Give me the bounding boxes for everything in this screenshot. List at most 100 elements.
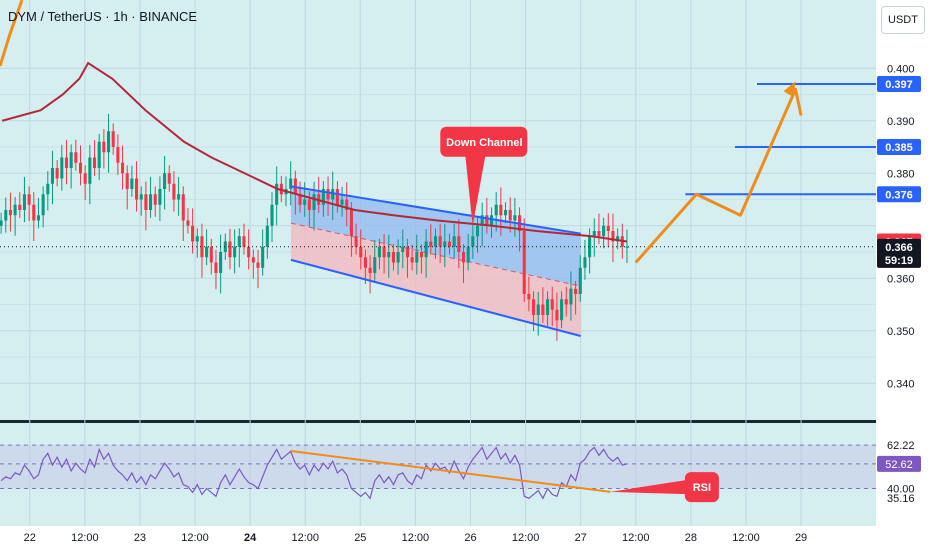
candle-body-59 — [275, 183, 279, 205]
candle-body-31 — [144, 194, 148, 210]
time-tick-label-10: 27 — [575, 532, 587, 544]
candle-body-98 — [457, 236, 461, 252]
candle-body-40 — [186, 220, 190, 226]
symbol-title[interactable]: DYM / TetherUS · 1h · BINANCE — [8, 9, 198, 24]
candle-body-62 — [289, 178, 293, 189]
price-label-11: 0.340 — [887, 378, 915, 390]
candle-body-86 — [401, 246, 405, 252]
candle-body-11 — [50, 168, 55, 184]
time-tick-label-2: 23 — [134, 532, 146, 544]
candle-body-29 — [135, 178, 139, 200]
candle-body-33 — [153, 194, 157, 205]
rsi-callout-label: RSI — [693, 482, 711, 494]
candle-body-35 — [163, 173, 167, 189]
candle-body-109 — [508, 210, 512, 221]
candle-body-124 — [578, 267, 582, 294]
time-tick-label-5: 12:00 — [291, 532, 319, 544]
candle-body-53 — [247, 246, 251, 258]
candle-body-3 — [13, 204, 17, 216]
candle-body-19 — [88, 157, 92, 184]
projection-arrowhead — [783, 81, 796, 98]
candle-body-115 — [536, 304, 540, 315]
candle-body-45 — [209, 246, 213, 263]
channel-lower-fill — [290, 223, 581, 336]
candle-body-130 — [606, 225, 610, 231]
price-label-0: 0.400 — [887, 63, 915, 75]
candle-body-15 — [69, 152, 73, 168]
candle-body-123 — [574, 288, 578, 294]
candle-body-104 — [485, 215, 489, 226]
candle-body-75 — [349, 210, 353, 237]
currency-button[interactable]: USDT — [881, 6, 925, 34]
candle-body-38 — [177, 194, 181, 200]
candle-body-23 — [106, 131, 111, 153]
candle-body-120 — [560, 299, 564, 321]
projection-fragment-top-left — [0, 0, 24, 67]
candle-body-39 — [181, 194, 185, 221]
rsi-callout — [684, 472, 719, 503]
candle-body-44 — [205, 246, 209, 258]
price-label-5: 0.376 — [885, 189, 913, 201]
projection-path — [634, 87, 803, 264]
time-tick-label-4: 24 — [244, 532, 257, 544]
candle-body-118 — [550, 299, 554, 310]
rsi-tick-label-0: 62.22 — [887, 440, 915, 452]
price-label-badge-8 — [877, 251, 921, 268]
candle-body-126 — [588, 236, 592, 258]
candle-body-30 — [139, 194, 143, 200]
candle-body-93 — [433, 236, 438, 247]
candle-body-71 — [331, 189, 335, 200]
candle-body-27 — [125, 173, 129, 189]
candle-body-122 — [569, 288, 573, 305]
candle-body-127 — [592, 231, 596, 237]
candle-body-112 — [522, 231, 526, 294]
price-label-badge-7 — [877, 238, 921, 255]
candle-body-10 — [46, 183, 50, 195]
candle-body-12 — [55, 168, 59, 179]
candle-body-113 — [527, 294, 531, 300]
price-label-7: 0.366 — [885, 242, 913, 254]
candle-body-107 — [499, 204, 503, 216]
price-label-4: 0.380 — [887, 168, 915, 180]
rsi-line — [0, 446, 628, 500]
candle-body-56 — [261, 246, 265, 268]
candle-body-117 — [546, 299, 550, 315]
candle-body-103 — [480, 215, 484, 226]
time-tick-label-6: 25 — [354, 532, 366, 544]
candle-body-26 — [121, 162, 125, 174]
candle-body-1 — [4, 210, 8, 221]
pane-separator — [0, 420, 932, 423]
candle-body-85 — [396, 252, 400, 263]
candle-body-79 — [368, 267, 372, 273]
price-label-badge-5 — [877, 186, 921, 203]
candle-body-4 — [18, 204, 22, 210]
candle-body-125 — [583, 257, 587, 268]
candle-body-69 — [321, 189, 325, 205]
candle-body-57 — [265, 225, 269, 247]
channel-lower-line — [290, 258, 581, 337]
candle-body-47 — [219, 252, 223, 273]
candle-body-81 — [377, 246, 381, 258]
candle-body-102 — [475, 225, 480, 237]
candle-body-32 — [149, 194, 153, 210]
price-label-badge-3 — [877, 139, 921, 155]
candle-body-22 — [102, 141, 106, 153]
candle-body-129 — [602, 225, 606, 237]
candle-body-73 — [340, 199, 344, 205]
candle-body-21 — [97, 141, 101, 168]
time-tick-label-7: 12:00 — [402, 532, 430, 544]
time-tick-label-8: 26 — [464, 532, 476, 544]
candle-body-46 — [214, 262, 218, 273]
candle-body-13 — [60, 157, 64, 179]
candle-body-43 — [200, 236, 204, 258]
candle-body-91 — [424, 241, 428, 258]
time-tick-label-3: 12:00 — [181, 532, 209, 544]
candle-body-37 — [172, 183, 176, 200]
candle-body-8 — [36, 215, 41, 221]
candle-body-88 — [410, 257, 414, 263]
rsi-pane-background — [0, 423, 876, 542]
candle-body-6 — [27, 194, 31, 205]
candle-body-110 — [513, 215, 517, 221]
candle-body-20 — [92, 157, 97, 168]
